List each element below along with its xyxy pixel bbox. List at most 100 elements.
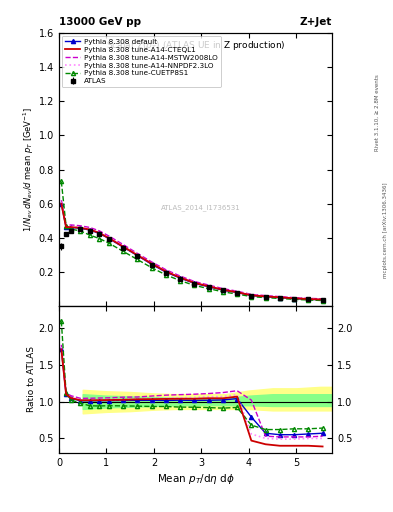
Pythia 8.308 tune-A14-CTEQL1	[64, 224, 68, 230]
Y-axis label: $1/N_{ev}\,dN_{ev}/d$ mean $p_T$ [GeV$^{-1}$]: $1/N_{ev}\,dN_{ev}/d$ mean $p_T$ [GeV$^{…	[22, 107, 36, 232]
Pythia 8.308 default	[59, 201, 64, 207]
Pythia 8.308 default	[78, 225, 83, 231]
Pythia 8.308 tune-A14-MSTW2008LO	[64, 223, 68, 229]
Pythia 8.308 tune-CUETP8S1	[235, 291, 239, 297]
Pythia 8.308 tune-A14-NNPDF2.3LO	[88, 226, 92, 232]
Pythia 8.308 default	[121, 244, 125, 250]
Pythia 8.308 tune-CUETP8S1	[163, 272, 168, 278]
Pythia 8.308 tune-CUETP8S1	[220, 289, 225, 295]
Legend: Pythia 8.308 default, Pythia 8.308 tune-A14-CTEQL1, Pythia 8.308 tune-A14-MSTW20: Pythia 8.308 default, Pythia 8.308 tune-…	[62, 36, 221, 87]
Pythia 8.308 tune-A14-CTEQL1	[249, 292, 254, 298]
Pythia 8.308 tune-CUETP8S1	[292, 296, 296, 303]
Pythia 8.308 tune-A14-NNPDF2.3LO	[64, 224, 68, 230]
Pythia 8.308 default	[88, 227, 92, 233]
Pythia 8.308 tune-A14-MSTW2008LO	[78, 223, 83, 229]
Pythia 8.308 tune-A14-NNPDF2.3LO	[192, 280, 196, 286]
Pythia 8.308 tune-A14-MSTW2008LO	[97, 228, 102, 234]
Pythia 8.308 tune-A14-MSTW2008LO	[206, 282, 211, 288]
Pythia 8.308 tune-A14-NNPDF2.3LO	[149, 260, 154, 266]
Pythia 8.308 tune-CUETP8S1	[88, 232, 92, 238]
Text: mcplots.cern.ch [arXiv:1306.3436]: mcplots.cern.ch [arXiv:1306.3436]	[383, 183, 387, 278]
Pythia 8.308 default	[277, 294, 282, 301]
Pythia 8.308 tune-CUETP8S1	[277, 295, 282, 302]
Pythia 8.308 tune-A14-CTEQL1	[277, 294, 282, 301]
Pythia 8.308 default	[68, 224, 73, 230]
Pythia 8.308 tune-A14-CTEQL1	[135, 252, 140, 258]
Pythia 8.308 tune-A14-CTEQL1	[292, 295, 296, 302]
Pythia 8.308 tune-A14-NNPDF2.3LO	[292, 295, 296, 301]
Text: Rivet 3.1.10, ≥ 2.8M events: Rivet 3.1.10, ≥ 2.8M events	[375, 74, 380, 151]
Pythia 8.308 tune-CUETP8S1	[206, 286, 211, 292]
Pythia 8.308 tune-A14-MSTW2008LO	[88, 224, 92, 230]
Pythia 8.308 tune-A14-CTEQL1	[149, 261, 154, 267]
Pythia 8.308 default	[178, 275, 182, 281]
Pythia 8.308 tune-CUETP8S1	[68, 226, 73, 232]
Pythia 8.308 default	[135, 252, 140, 259]
Pythia 8.308 tune-A14-MSTW2008LO	[249, 291, 254, 297]
Pythia 8.308 default	[163, 269, 168, 275]
Pythia 8.308 tune-A14-CTEQL1	[97, 230, 102, 236]
Pythia 8.308 tune-A14-CTEQL1	[121, 244, 125, 250]
X-axis label: Mean $p_T$/d$\eta$ d$\phi$: Mean $p_T$/d$\eta$ d$\phi$	[156, 472, 235, 486]
Pythia 8.308 tune-A14-CTEQL1	[163, 268, 168, 274]
Pythia 8.308 tune-A14-CTEQL1	[220, 287, 225, 293]
Pythia 8.308 tune-CUETP8S1	[178, 278, 182, 284]
Pythia 8.308 tune-A14-NNPDF2.3LO	[163, 268, 168, 274]
Pythia 8.308 tune-A14-MSTW2008LO	[306, 295, 311, 302]
Pythia 8.308 tune-A14-CTEQL1	[263, 293, 268, 300]
Line: Pythia 8.308 default: Pythia 8.308 default	[59, 202, 325, 302]
Pythia 8.308 tune-A14-MSTW2008LO	[59, 197, 64, 203]
Pythia 8.308 tune-A14-MSTW2008LO	[163, 267, 168, 273]
Pythia 8.308 tune-A14-NNPDF2.3LO	[59, 199, 64, 205]
Pythia 8.308 default	[320, 297, 325, 303]
Pythia 8.308 tune-CUETP8S1	[320, 297, 325, 304]
Pythia 8.308 tune-A14-MSTW2008LO	[292, 294, 296, 301]
Pythia 8.308 tune-CUETP8S1	[78, 228, 83, 234]
Pythia 8.308 tune-A14-MSTW2008LO	[178, 273, 182, 279]
Text: ATLAS_2014_I1736531: ATLAS_2014_I1736531	[161, 204, 241, 211]
Pythia 8.308 tune-A14-CTEQL1	[306, 296, 311, 302]
Pythia 8.308 default	[192, 280, 196, 286]
Pythia 8.308 tune-A14-MSTW2008LO	[121, 242, 125, 248]
Pythia 8.308 tune-A14-NNPDF2.3LO	[107, 234, 111, 241]
Pythia 8.308 tune-A14-NNPDF2.3LO	[263, 293, 268, 299]
Pythia 8.308 default	[206, 284, 211, 290]
Pythia 8.308 tune-A14-MSTW2008LO	[235, 288, 239, 294]
Pythia 8.308 tune-A14-MSTW2008LO	[277, 293, 282, 300]
Pythia 8.308 tune-A14-NNPDF2.3LO	[206, 283, 211, 289]
Pythia 8.308 tune-A14-NNPDF2.3LO	[68, 224, 73, 230]
Line: Pythia 8.308 tune-A14-CTEQL1: Pythia 8.308 tune-A14-CTEQL1	[61, 204, 323, 300]
Pythia 8.308 tune-A14-CTEQL1	[235, 289, 239, 295]
Pythia 8.308 default	[220, 287, 225, 293]
Pythia 8.308 default	[292, 295, 296, 302]
Pythia 8.308 tune-A14-NNPDF2.3LO	[277, 294, 282, 300]
Pythia 8.308 tune-A14-MSTW2008LO	[149, 259, 154, 265]
Pythia 8.308 tune-CUETP8S1	[107, 240, 111, 246]
Pythia 8.308 tune-A14-CTEQL1	[88, 226, 92, 232]
Pythia 8.308 tune-A14-NNPDF2.3LO	[320, 296, 325, 302]
Pythia 8.308 tune-A14-CTEQL1	[107, 235, 111, 241]
Pythia 8.308 default	[306, 296, 311, 303]
Pythia 8.308 default	[107, 236, 111, 242]
Pythia 8.308 tune-CUETP8S1	[121, 248, 125, 254]
Pythia 8.308 tune-CUETP8S1	[135, 257, 140, 263]
Pythia 8.308 tune-A14-CTEQL1	[192, 280, 196, 286]
Pythia 8.308 default	[149, 261, 154, 267]
Pythia 8.308 tune-A14-CTEQL1	[206, 283, 211, 289]
Text: Z+Jet: Z+Jet	[300, 16, 332, 27]
Pythia 8.308 tune-CUETP8S1	[192, 282, 196, 288]
Pythia 8.308 tune-CUETP8S1	[306, 297, 311, 303]
Line: Pythia 8.308 tune-A14-MSTW2008LO: Pythia 8.308 tune-A14-MSTW2008LO	[61, 200, 323, 299]
Pythia 8.308 tune-A14-NNPDF2.3LO	[97, 229, 102, 236]
Pythia 8.308 tune-A14-CTEQL1	[68, 224, 73, 230]
Pythia 8.308 tune-CUETP8S1	[64, 223, 68, 229]
Pythia 8.308 tune-CUETP8S1	[149, 265, 154, 271]
Pythia 8.308 default	[64, 224, 68, 230]
Pythia 8.308 tune-CUETP8S1	[97, 236, 102, 242]
Pythia 8.308 tune-A14-NNPDF2.3LO	[135, 251, 140, 258]
Pythia 8.308 tune-A14-MSTW2008LO	[263, 292, 268, 298]
Pythia 8.308 default	[97, 230, 102, 237]
Pythia 8.308 default	[249, 292, 254, 298]
Pythia 8.308 tune-A14-NNPDF2.3LO	[235, 289, 239, 295]
Pythia 8.308 tune-A14-MSTW2008LO	[135, 250, 140, 257]
